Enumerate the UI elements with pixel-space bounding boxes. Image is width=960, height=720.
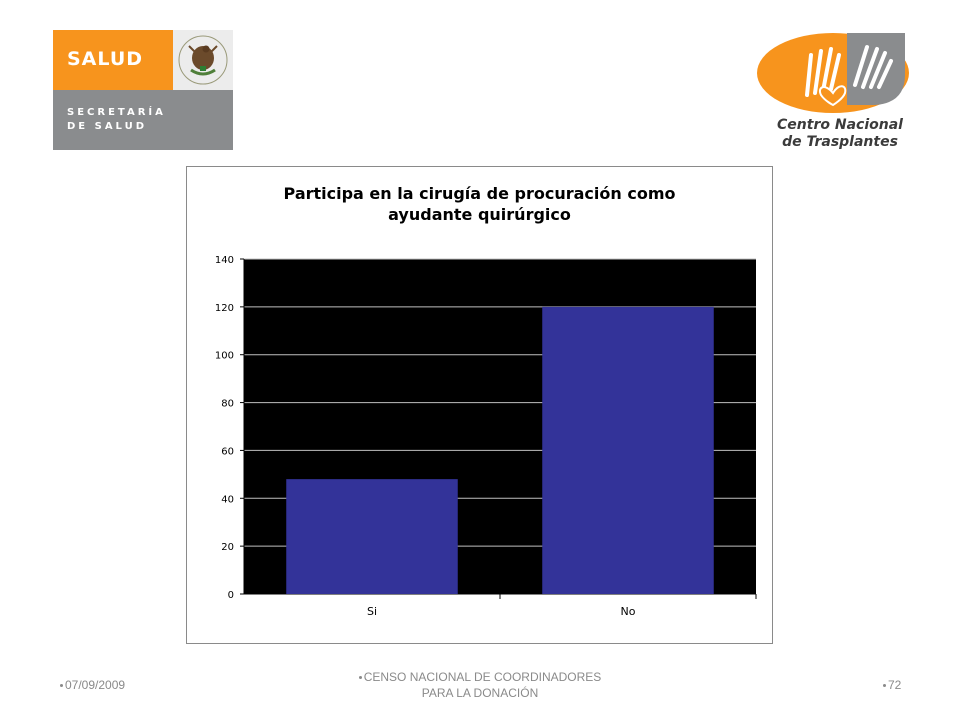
y-tick-label: 80 [221, 399, 234, 410]
y-tick-label: 60 [221, 446, 234, 457]
chart-title-line-1: Participa en la cirugía de procuración c… [283, 184, 676, 203]
chart-title: Participa en la cirugía de procuración c… [187, 183, 772, 225]
footer-date-text: 07/09/2009 [65, 678, 126, 692]
bullet-icon [60, 684, 63, 688]
salud-line-1: SECRETARÍA [67, 107, 166, 118]
cnt-logo: Centro Nacional de Trasplantes [755, 25, 915, 155]
y-tick-label: 120 [215, 303, 234, 314]
y-tick-label: 140 [215, 255, 234, 266]
footer-center-line-2: PARA LA DONACIÓN [421, 686, 539, 700]
footer-center: CENSO NACIONAL DE COORDINADORES PARA LA … [330, 669, 630, 701]
salud-wordmark: SALUD [67, 48, 144, 70]
cnt-line-1: Centro Nacional [777, 117, 903, 133]
x-tick-label: Si [367, 605, 377, 618]
bullet-icon [358, 676, 362, 680]
salud-logo-top: SALUD [53, 30, 233, 90]
hands-heart-icon [757, 33, 909, 113]
footer-date: 07/09/2009 [60, 678, 125, 692]
chart-container: Participa en la cirugía de procuración c… [186, 166, 773, 644]
bullet-icon [883, 684, 886, 688]
salud-orange-block: SALUD [53, 30, 173, 90]
y-tick-label: 20 [221, 542, 234, 553]
salud-logo: SALUD SECRETARÍA DE SALUD [53, 30, 233, 150]
x-tick-label: No [621, 605, 636, 618]
footer-page-number: 72 [888, 678, 902, 692]
cnt-line-2: de Trasplantes [782, 134, 898, 150]
y-tick-label: 0 [228, 590, 234, 601]
bar-si [286, 479, 458, 594]
footer-center-line-1: CENSO NACIONAL DE COORDINADORES [363, 670, 602, 684]
salud-line-2: DE SALUD [67, 121, 147, 132]
footer-page: 72 [883, 678, 901, 692]
y-tick-label: 40 [221, 494, 234, 505]
bar-chart: 0 20 40 60 80 100 120 140 Si No [215, 255, 757, 618]
mexican-coat-of-arms-icon [173, 30, 233, 90]
salud-gray-block: SECRETARÍA DE SALUD [53, 90, 233, 150]
bar-no [542, 306, 714, 594]
y-tick-label: 100 [215, 351, 234, 362]
chart-title-line-2: ayudante quirúrgico [388, 205, 571, 224]
